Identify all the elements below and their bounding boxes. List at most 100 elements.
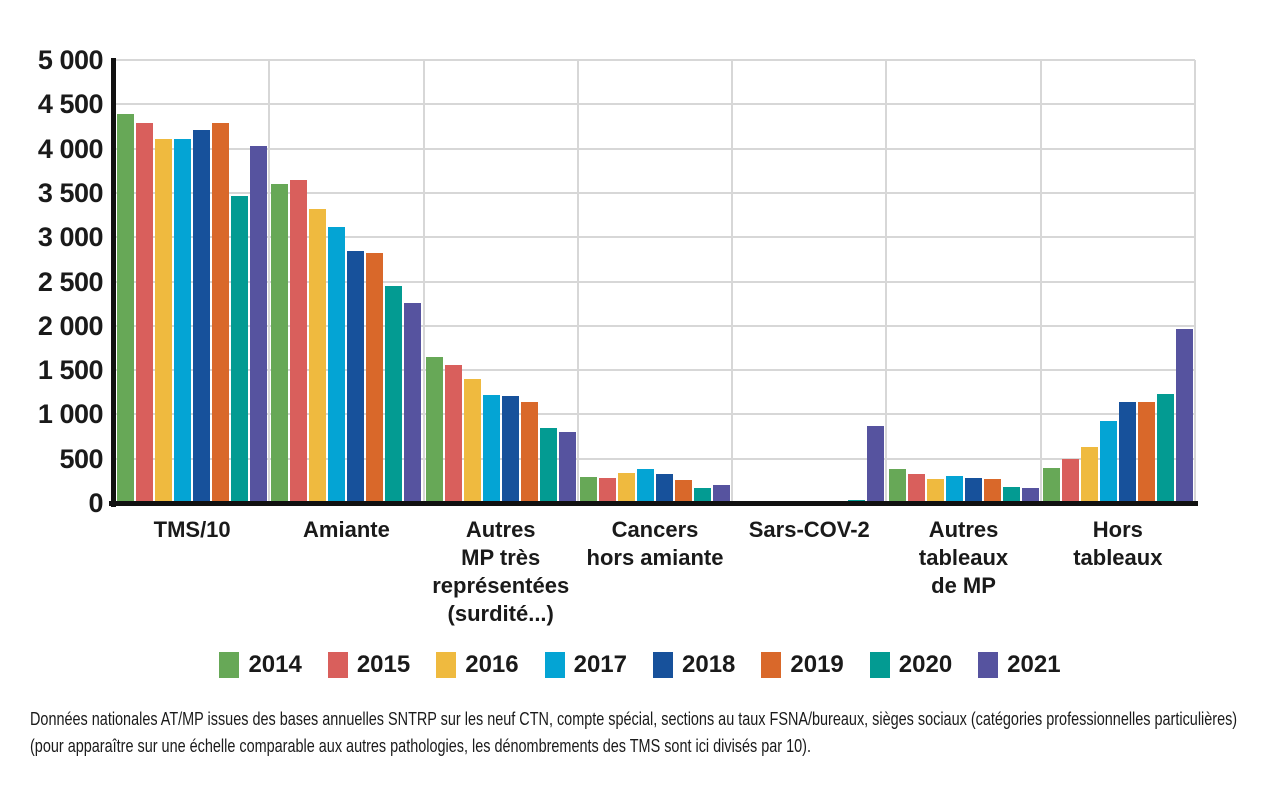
bar-groups	[115, 60, 1195, 503]
category-label: TMS/10	[153, 517, 231, 542]
y-tick-label: 1 500	[37, 355, 104, 386]
x-axis-line	[109, 501, 1198, 506]
category-label: Autres tableaux de MP	[918, 517, 1009, 598]
horizontal-gridline	[115, 236, 1195, 239]
bar-2014	[579, 477, 597, 503]
category-label: Sars-COV-2	[748, 517, 870, 542]
legend-label: 2017	[573, 651, 627, 678]
category-label: Amiante	[303, 517, 390, 542]
bar-2020	[539, 427, 557, 503]
legend-label: 2015	[356, 651, 411, 678]
legend-label: 2014	[248, 651, 302, 678]
bar-2015	[598, 478, 616, 503]
bar-2015	[444, 364, 462, 503]
footer-note: Données nationales AT/MP issues des base…	[30, 705, 1270, 759]
legend-label: 2020	[898, 651, 953, 678]
bar-2020	[1156, 394, 1174, 503]
bar-2015	[136, 122, 154, 503]
bar-2018	[347, 251, 365, 503]
bar-2014	[271, 184, 289, 503]
bar-2021	[712, 485, 730, 503]
bar-2019	[520, 402, 538, 503]
bar-group	[269, 60, 423, 503]
bar-2021	[1175, 329, 1193, 503]
vertical-gridline	[1194, 60, 1196, 503]
legend-label: 2019	[790, 651, 844, 678]
bar-2021	[250, 145, 268, 503]
bar-2017	[636, 469, 654, 503]
legend-item-2014: 2014	[219, 651, 302, 678]
bar-2021	[867, 425, 885, 503]
vertical-gridline	[1039, 60, 1042, 503]
legend-label: 2016	[465, 651, 519, 678]
y-tick-label: 4 500	[37, 89, 104, 120]
bar-2016	[309, 208, 327, 503]
bar-group	[578, 60, 732, 503]
bar-group	[115, 60, 269, 503]
bar-2016	[463, 378, 481, 503]
horizontal-gridline	[115, 413, 1195, 416]
vertical-gridline	[731, 60, 734, 503]
bar-2021	[1021, 487, 1039, 503]
horizontal-gridline	[115, 369, 1195, 372]
bar-2019	[212, 122, 230, 503]
category-label: Hors tableaux	[1073, 517, 1163, 570]
legend-item-2018: 2018	[653, 652, 735, 678]
legend-swatch-2019	[761, 652, 782, 678]
legend-item-2017: 2017	[544, 651, 627, 678]
bar-2019	[983, 479, 1001, 503]
y-tick-label: 0	[88, 488, 103, 518]
x-axis-category-labels: TMS/10 Amiante Autres MP très représentées…	[115, 516, 1195, 628]
bar-2021	[404, 302, 422, 503]
bar-2016	[155, 138, 173, 503]
bar-2021	[558, 432, 576, 503]
bar-2018	[655, 473, 673, 503]
bar-2017	[1099, 420, 1117, 503]
bar-2016	[1080, 447, 1098, 503]
horizontal-gridline	[115, 59, 1195, 61]
y-tick-label: 3 000	[37, 222, 104, 253]
bar-2014	[425, 356, 443, 503]
horizontal-gridline	[115, 103, 1195, 106]
y-tick-label: 1 000	[37, 399, 104, 430]
y-tick-label: 3 500	[37, 177, 104, 208]
footer-line-1: Données nationales AT/MP issues des base…	[30, 708, 1238, 729]
legend-swatch-2015	[327, 652, 348, 678]
bar-2017	[945, 476, 963, 503]
bar-2015	[290, 179, 308, 503]
legend-swatch-2017	[544, 652, 565, 678]
y-tick-label: 5 000	[37, 45, 104, 75]
horizontal-gridline	[115, 324, 1195, 327]
legend-swatch-2016	[436, 652, 457, 678]
vertical-gridline	[885, 60, 888, 503]
bar-2018	[193, 130, 211, 503]
y-tick-label: 2 500	[37, 266, 104, 297]
legend-label: 2018	[682, 651, 736, 678]
y-tick-label: 2 000	[37, 310, 104, 341]
bar-2016	[617, 472, 635, 503]
bar-2018	[1118, 402, 1136, 503]
plot-area	[115, 59, 1196, 503]
bar-2019	[674, 479, 692, 503]
legend-swatch-2020	[869, 652, 890, 678]
bar-2016	[926, 479, 944, 503]
bar-group	[1041, 60, 1195, 503]
bar-2017	[174, 138, 192, 503]
bar-2020	[231, 196, 249, 503]
bar-2014	[117, 114, 135, 503]
bar-2019	[366, 253, 384, 503]
category-label: Cancers hors amiante	[586, 517, 724, 570]
bar-group	[732, 60, 886, 503]
horizontal-gridline	[115, 280, 1195, 283]
legend: 2014 2015 2016 2017 2018 2019 2020 2021	[0, 652, 1280, 678]
y-axis-tick-labels: 5 000 4 500 4 000 3 500 3 000 2 500 2 000 1 500…	[0, 47, 104, 517]
horizontal-gridline	[115, 147, 1195, 150]
bar-2020	[1002, 487, 1020, 503]
vertical-gridline	[422, 60, 425, 503]
legend-item-2021: 2021	[978, 652, 1061, 678]
vertical-gridline	[576, 60, 579, 503]
legend-swatch-2014	[219, 652, 240, 678]
category-label: Autres MP très représentées (surdité...)	[432, 517, 570, 626]
horizontal-gridline	[115, 191, 1195, 194]
y-axis-line	[111, 58, 116, 507]
